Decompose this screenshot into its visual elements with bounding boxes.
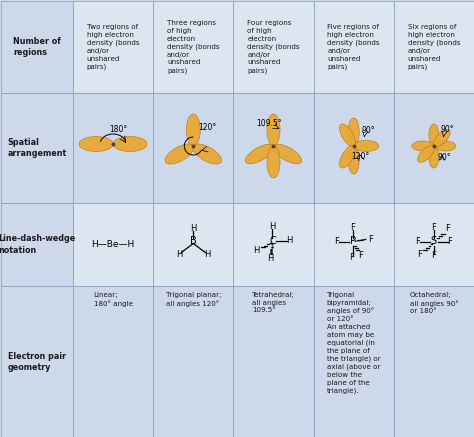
Bar [73,93,153,203]
Text: Trigonal planar;
all angles 120°: Trigonal planar; all angles 120° [165,292,221,307]
Ellipse shape [354,141,379,152]
Text: Two regions of
high electron
density (bonds
and/or
unshared
pairs): Two regions of high electron density (bo… [87,24,139,70]
Bar [1,93,73,203]
Ellipse shape [79,136,113,152]
Text: 120°: 120° [352,152,370,161]
Ellipse shape [165,144,194,164]
Text: Linear;
180° angle: Linear; 180° angle [93,292,133,307]
Ellipse shape [433,130,450,147]
Ellipse shape [429,124,439,146]
Text: Line-dash-wedge
notation: Line-dash-wedge notation [0,234,76,255]
Bar [314,286,394,437]
Text: H—Be—H: H—Be—H [91,240,135,249]
Text: H: H [286,236,292,245]
Text: H: H [267,254,273,263]
Bar [233,1,314,93]
Ellipse shape [113,136,147,152]
Bar [314,93,394,203]
Text: Tetrahedral;
all angles
109.5°: Tetrahedral; all angles 109.5° [252,292,295,313]
Bar [1,286,73,437]
Bar [153,93,233,203]
Text: F: F [358,251,363,260]
Bar [73,286,153,437]
Text: Octahedral;
all angles 90°
or 180°: Octahedral; all angles 90° or 180° [410,292,458,315]
Ellipse shape [412,141,434,151]
Text: F: F [334,237,339,246]
Text: F: F [447,237,452,246]
Text: H: H [204,250,210,259]
Text: Spatial
arrangement: Spatial arrangement [8,138,67,158]
Text: F: F [368,235,373,244]
Ellipse shape [267,114,280,146]
Bar [153,203,233,286]
Text: 120°: 120° [198,123,217,132]
Text: 90°: 90° [437,153,451,162]
Text: 180°: 180° [109,125,127,134]
Bar [153,286,233,437]
Bar [233,203,314,286]
Text: S: S [431,236,437,246]
Ellipse shape [429,146,439,168]
Bar [394,203,474,286]
Text: Trigonal
bipyramidal;
angles of 90°
or 120°
An attached
atom may be
equatorial (: Trigonal bipyramidal; angles of 90° or 1… [327,292,381,394]
Text: F: F [418,250,422,259]
Text: Five regions of
high electron
density (bonds
and/or
unshared
pairs): Five regions of high electron density (b… [328,24,380,70]
Text: C: C [269,236,276,246]
Text: H: H [253,246,260,255]
Ellipse shape [186,114,201,146]
Text: P: P [350,236,356,246]
Bar [394,286,474,437]
Bar [1,203,73,286]
Text: Number of
regions: Number of regions [13,37,61,57]
Bar [73,1,153,93]
Text: B: B [190,236,197,246]
Text: H: H [190,224,197,233]
Text: F: F [431,223,437,232]
Bar [153,1,233,93]
Text: Three regions
of high
electron
density (bonds
and/or
unshared
pairs): Three regions of high electron density (… [167,20,219,74]
Text: Four regions
of high
electron
density (bonds
and/or
unshared
pairs): Four regions of high electron density (b… [247,20,300,74]
Bar [233,93,314,203]
Bar [233,286,314,437]
Text: F: F [416,237,420,246]
Text: Electron pair
geometry: Electron pair geometry [8,352,66,372]
Bar [394,1,474,93]
Bar [314,1,394,93]
Bar [314,203,394,286]
Text: F: F [350,223,355,232]
Text: F: F [349,253,354,262]
Text: 90°: 90° [362,126,375,135]
Ellipse shape [339,124,356,146]
Ellipse shape [193,144,221,164]
Text: H: H [176,250,182,259]
Ellipse shape [348,118,359,146]
Text: F: F [446,224,450,233]
Text: 90°: 90° [440,125,454,134]
Text: Six regions of
high electron
density (bonds
and/or
unshared
pairs): Six regions of high electron density (bo… [408,24,460,70]
Text: F: F [431,251,437,260]
Ellipse shape [273,144,301,164]
Ellipse shape [267,146,280,178]
Bar [73,203,153,286]
Ellipse shape [434,141,456,151]
Text: H: H [269,222,276,231]
Ellipse shape [418,145,435,162]
Ellipse shape [339,146,356,168]
Text: 109.5°: 109.5° [257,119,283,128]
Bar [1,1,73,93]
Bar [394,93,474,203]
Ellipse shape [348,146,359,174]
Ellipse shape [246,144,274,164]
